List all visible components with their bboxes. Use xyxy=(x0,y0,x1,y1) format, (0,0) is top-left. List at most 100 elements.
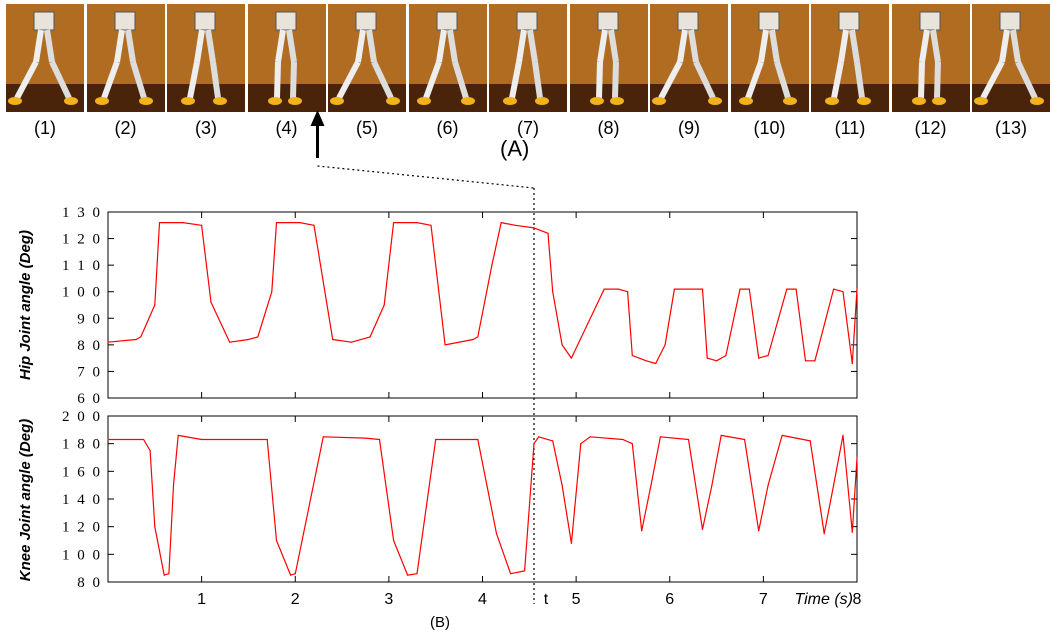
frame-label: (2) xyxy=(114,118,137,138)
data-point xyxy=(570,357,573,359)
data-point xyxy=(856,456,858,459)
arrow-head-icon xyxy=(310,110,325,126)
data-point xyxy=(622,438,624,441)
data-point xyxy=(617,288,619,290)
data-point xyxy=(804,360,807,362)
data-point xyxy=(748,288,750,290)
data-point xyxy=(247,438,249,441)
robot-walker-illustration xyxy=(489,4,567,112)
panel-a-label: (A) xyxy=(500,136,530,161)
data-point xyxy=(430,224,432,226)
robot-frame xyxy=(489,4,567,112)
marker-label: t xyxy=(544,591,549,608)
data-point xyxy=(177,434,179,436)
frame-label: (11) xyxy=(834,118,866,138)
data-point xyxy=(552,440,554,442)
data-point xyxy=(472,338,474,341)
data-point xyxy=(856,288,858,290)
data-point xyxy=(823,533,825,535)
y-tick-label: 1 4 0 xyxy=(62,492,102,508)
data-point xyxy=(758,357,760,359)
x-tick-label: 3 xyxy=(384,591,393,608)
y-tick-label: 7 0 xyxy=(77,364,102,380)
y-tick-label: 1 0 0 xyxy=(62,547,102,563)
data-point xyxy=(603,288,605,290)
data-point xyxy=(182,222,184,224)
data-point xyxy=(706,357,708,359)
data-point xyxy=(313,224,315,226)
robot-walker-illustration xyxy=(328,4,406,112)
data-point xyxy=(393,539,395,542)
robot-frame xyxy=(408,4,487,112)
data-point xyxy=(444,344,446,346)
series-line xyxy=(108,434,858,576)
data-point xyxy=(294,573,296,575)
data-point xyxy=(154,526,156,528)
y-tick-label: 1 3 0 xyxy=(62,205,102,221)
data-point xyxy=(533,443,535,445)
data-point xyxy=(378,438,381,441)
x-tick-label: 8 xyxy=(853,591,862,608)
y-tick-label: 1 0 0 xyxy=(62,285,102,301)
data-point xyxy=(383,304,385,306)
frame-label: (4) xyxy=(275,118,298,138)
frame-label: (5) xyxy=(356,118,378,138)
data-point xyxy=(247,338,249,341)
x-tick-label: 6 xyxy=(665,591,674,608)
data-point xyxy=(552,291,554,293)
data-point xyxy=(393,222,395,224)
robot-walker-illustration xyxy=(972,4,1050,112)
data-point xyxy=(168,573,170,575)
robot-frame xyxy=(86,4,165,112)
data-point xyxy=(767,484,769,486)
robot-frame xyxy=(6,4,84,112)
data-point xyxy=(369,336,371,338)
arrow-layer: t xyxy=(310,110,549,608)
data-point xyxy=(172,484,175,486)
data-point xyxy=(547,232,549,234)
data-point xyxy=(851,531,853,533)
data-point xyxy=(851,362,853,365)
data-point xyxy=(477,336,479,338)
data-point xyxy=(645,360,647,362)
data-point xyxy=(716,360,718,362)
robot-frame xyxy=(650,4,728,112)
data-point xyxy=(687,438,690,441)
frame-label: (6) xyxy=(436,118,459,138)
robot-walker-illustration xyxy=(6,4,84,112)
data-point xyxy=(107,341,109,343)
data-point xyxy=(627,291,629,293)
data-point xyxy=(673,288,676,290)
data-point xyxy=(435,438,437,441)
frame-label: (8) xyxy=(597,118,620,138)
frame-label: (3) xyxy=(195,118,217,138)
data-point xyxy=(524,570,526,572)
data-point xyxy=(266,438,268,441)
data-point xyxy=(322,436,324,438)
data-point xyxy=(275,539,278,542)
data-point xyxy=(561,484,563,486)
data-point xyxy=(107,438,109,441)
robot-walker-illustration xyxy=(247,4,326,112)
data-point xyxy=(154,304,156,306)
y-tick-label: 8 0 xyxy=(77,338,102,354)
y-tick-label: 1 2 0 xyxy=(62,232,102,248)
data-point xyxy=(655,362,657,365)
connector-line xyxy=(317,165,535,189)
data-point xyxy=(561,344,563,346)
y-axis-title: Knee Joint angle (Deg) xyxy=(17,419,34,582)
x-tick-label: 7 xyxy=(759,591,768,608)
data-point xyxy=(744,438,746,441)
frame-label: (12) xyxy=(914,118,947,138)
data-point xyxy=(701,288,704,290)
robot-walker-illustration xyxy=(408,4,487,112)
data-point xyxy=(210,301,212,303)
data-point xyxy=(711,484,713,486)
y-tick-label: 9 0 xyxy=(77,311,102,327)
robot-frame xyxy=(972,4,1050,112)
robot-frame xyxy=(811,4,889,112)
data-point xyxy=(659,436,662,438)
data-point xyxy=(833,288,835,290)
x-tick-label: 1 xyxy=(197,591,206,608)
